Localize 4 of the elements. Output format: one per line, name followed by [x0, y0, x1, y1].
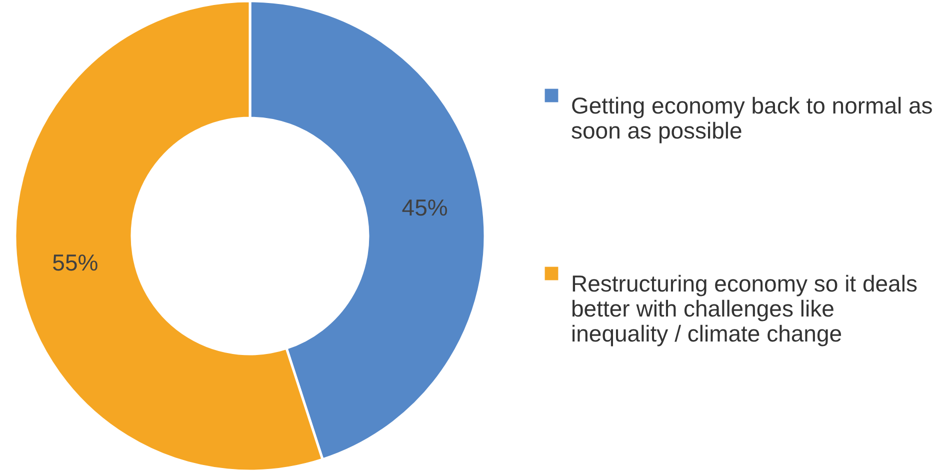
- legend-label: Getting economy back to normal as soon as possible: [571, 92, 933, 144]
- legend-label: Restructuring economy so it deals better with challenges like inequality / climate change: [571, 270, 918, 346]
- data-label: 55%: [52, 250, 98, 276]
- data-label: 45%: [402, 194, 448, 220]
